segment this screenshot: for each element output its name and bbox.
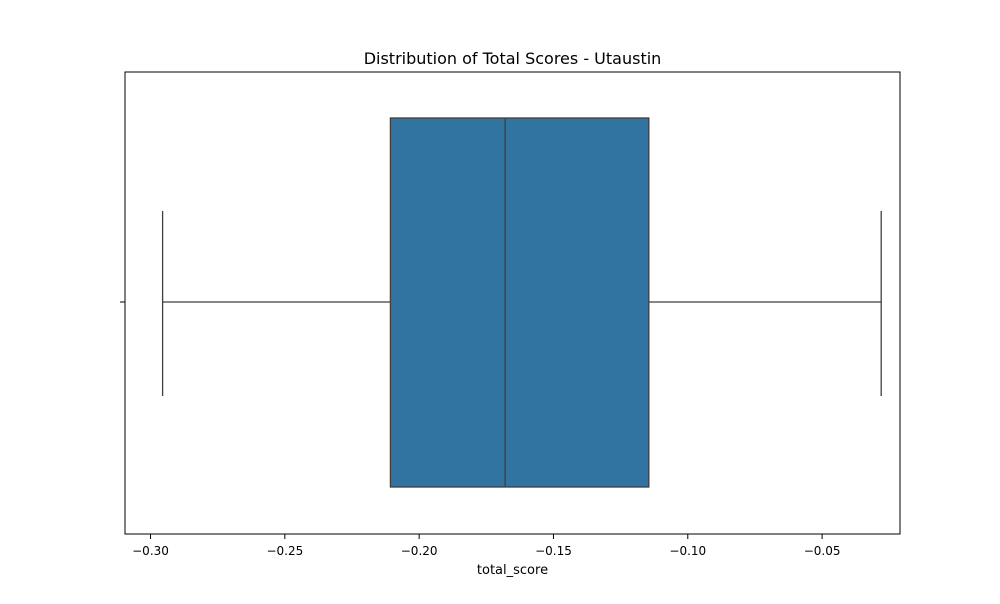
interquartile-box [389,117,650,488]
chart-title: Distribution of Total Scores - Utaustin [364,49,662,68]
x-tick-label: −0.10 [669,544,706,558]
x-tick-label: −0.20 [401,544,438,558]
plot-frame [124,71,901,535]
x-tick-label: −0.15 [535,544,572,558]
x-tick-label: −0.25 [266,544,303,558]
x-axis-label: total_score [477,563,548,578]
x-tick-label: −0.30 [132,544,169,558]
x-tick-label: −0.05 [804,544,841,558]
box-plot [161,117,882,488]
x-axis-ticks: −0.30 −0.25 −0.20 −0.15 −0.10 −0.05 [132,534,840,558]
